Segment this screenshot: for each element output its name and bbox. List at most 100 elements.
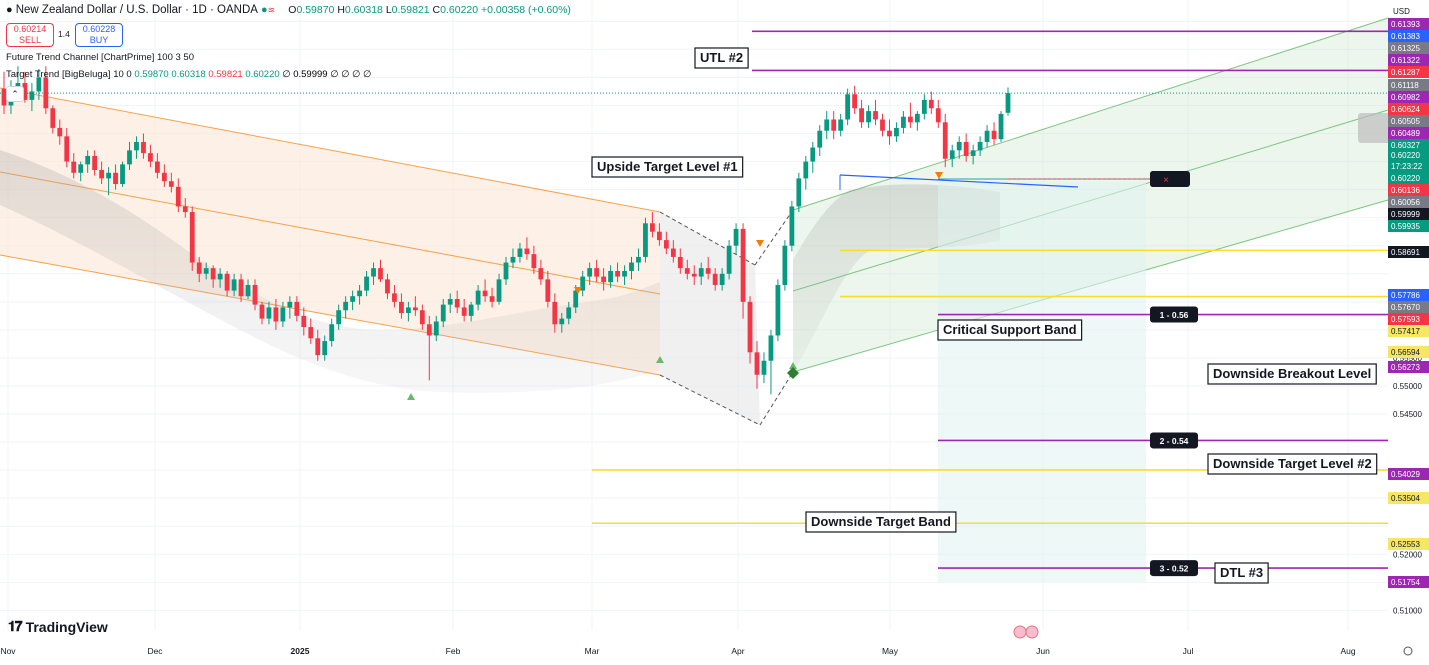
candle-body (880, 119, 885, 131)
candle-body (468, 304, 474, 316)
candle-body (684, 268, 690, 274)
candle-body (252, 284, 258, 305)
candle-body (963, 141, 969, 156)
projection-zone (938, 182, 1146, 582)
price-badge (1388, 184, 1429, 196)
candle-body (594, 268, 600, 277)
price-badge-text: 0.61325 (1391, 44, 1420, 53)
candle-body (935, 108, 941, 123)
candle-body (601, 276, 607, 283)
candle-body (949, 150, 955, 159)
price-badge-text: 0.60056 (1391, 198, 1420, 207)
callout-text: Downside Breakout Level (1213, 366, 1371, 381)
candle-body (677, 256, 683, 269)
candle-body (524, 248, 530, 255)
collapse-legend-button[interactable]: ⌃ (6, 86, 24, 102)
candle-body (426, 324, 432, 336)
indicator-future-trend-channel[interactable]: Future Trend Channel [ChartPrime] 100 3 … (6, 52, 194, 63)
candle-body (482, 290, 488, 297)
candle-body (134, 141, 139, 151)
price-badge (1388, 149, 1429, 161)
candle-body (845, 94, 851, 120)
candle-body (789, 206, 795, 246)
candle-body (343, 301, 349, 311)
diamond-icon (787, 367, 799, 379)
candle-body (559, 318, 565, 325)
candle-body (433, 321, 439, 336)
candle-body (496, 279, 502, 302)
buy-price: 0.60228 (82, 24, 116, 34)
candle-body (210, 268, 216, 280)
candle-body (224, 273, 230, 291)
candle-body (127, 150, 132, 165)
candle-body (92, 155, 98, 170)
candle-body (350, 296, 356, 302)
candle-body (615, 270, 620, 277)
candle-body (419, 310, 425, 325)
transition-dash-bottom (659, 374, 761, 426)
price-badge-text: 0.60489 (1391, 129, 1420, 138)
candle-body (231, 279, 237, 291)
price-badge (1388, 492, 1429, 504)
event-flag-icon (1013, 625, 1027, 639)
candle-body (357, 290, 362, 297)
buy-label: BUY (89, 35, 109, 45)
indicator-target-trend[interactable]: Target Trend [BigBeluga] 10 0 0.59870 0.… (6, 69, 372, 80)
candle-body (921, 99, 927, 114)
candle-body (859, 108, 864, 123)
y-tick-label: 0.51000 (1393, 606, 1422, 615)
candle-body (782, 245, 788, 285)
symbol-title[interactable]: New Zealand Dollar / U.S. Dollar · 1D · … (15, 4, 258, 16)
candle-body (796, 178, 802, 207)
candle-body (580, 276, 586, 291)
price-badge (1388, 361, 1429, 373)
candle-body (956, 141, 962, 151)
candle-body (503, 262, 509, 280)
candle-body (901, 116, 906, 128)
trend-resistance-line (839, 174, 1079, 188)
y-tick-label: 0.54500 (1393, 410, 1422, 419)
buy-button[interactable]: 0.60228 BUY (75, 23, 123, 47)
price-badge (1388, 115, 1429, 127)
candle-body (510, 256, 516, 263)
candle-body (517, 248, 523, 257)
candle-body (50, 108, 56, 128)
price-badge-text: 0.61118 (1391, 81, 1419, 90)
candle-body (189, 212, 195, 263)
price-badge-text: 0.56273 (1391, 363, 1420, 372)
candle-body (643, 223, 648, 257)
candle-body (817, 130, 823, 148)
callout-2: Critical Support Band (937, 319, 1083, 341)
callout-box (1207, 453, 1378, 475)
candle-body (942, 122, 948, 159)
callout-0: UTL #2 (694, 47, 749, 69)
price-badge-text: 0.61383 (1391, 32, 1420, 41)
orange-channel-mid (0, 171, 661, 295)
candle-body (698, 268, 704, 277)
candle-body (168, 181, 174, 187)
candle-body (712, 273, 718, 285)
callout-box (1207, 363, 1377, 385)
sell-button[interactable]: 0.60214 SELL (6, 23, 54, 47)
y-tick-label: 0.55000 (1393, 382, 1422, 391)
y-tick-label: 0.55500 (1393, 354, 1422, 363)
tradingview-logo-icon: 𝟏𝟕 (8, 618, 23, 634)
x-tick-label: Jun (1036, 646, 1050, 656)
price-badge (1388, 289, 1429, 301)
candle-body (329, 324, 335, 342)
price-badge-text: 0.60220 (1391, 174, 1420, 183)
candle-body (824, 119, 830, 131)
candle-body (315, 338, 321, 356)
tag-3-box (1150, 560, 1198, 577)
tag-x-text: × (1163, 175, 1169, 186)
price-badge (1388, 91, 1429, 103)
ohlc-readout: O0.59870 H0.60318 L0.59821 C0.60220 +0.0… (288, 4, 571, 16)
price-badge (1388, 66, 1429, 78)
candle-body (733, 228, 739, 246)
price-badge-text: 0.51754 (1391, 578, 1420, 587)
price-badge (1388, 301, 1429, 313)
price-badge-text: 0.56594 (1391, 348, 1420, 357)
candle-body (106, 172, 111, 179)
x-tick-label: Dec (147, 646, 163, 656)
